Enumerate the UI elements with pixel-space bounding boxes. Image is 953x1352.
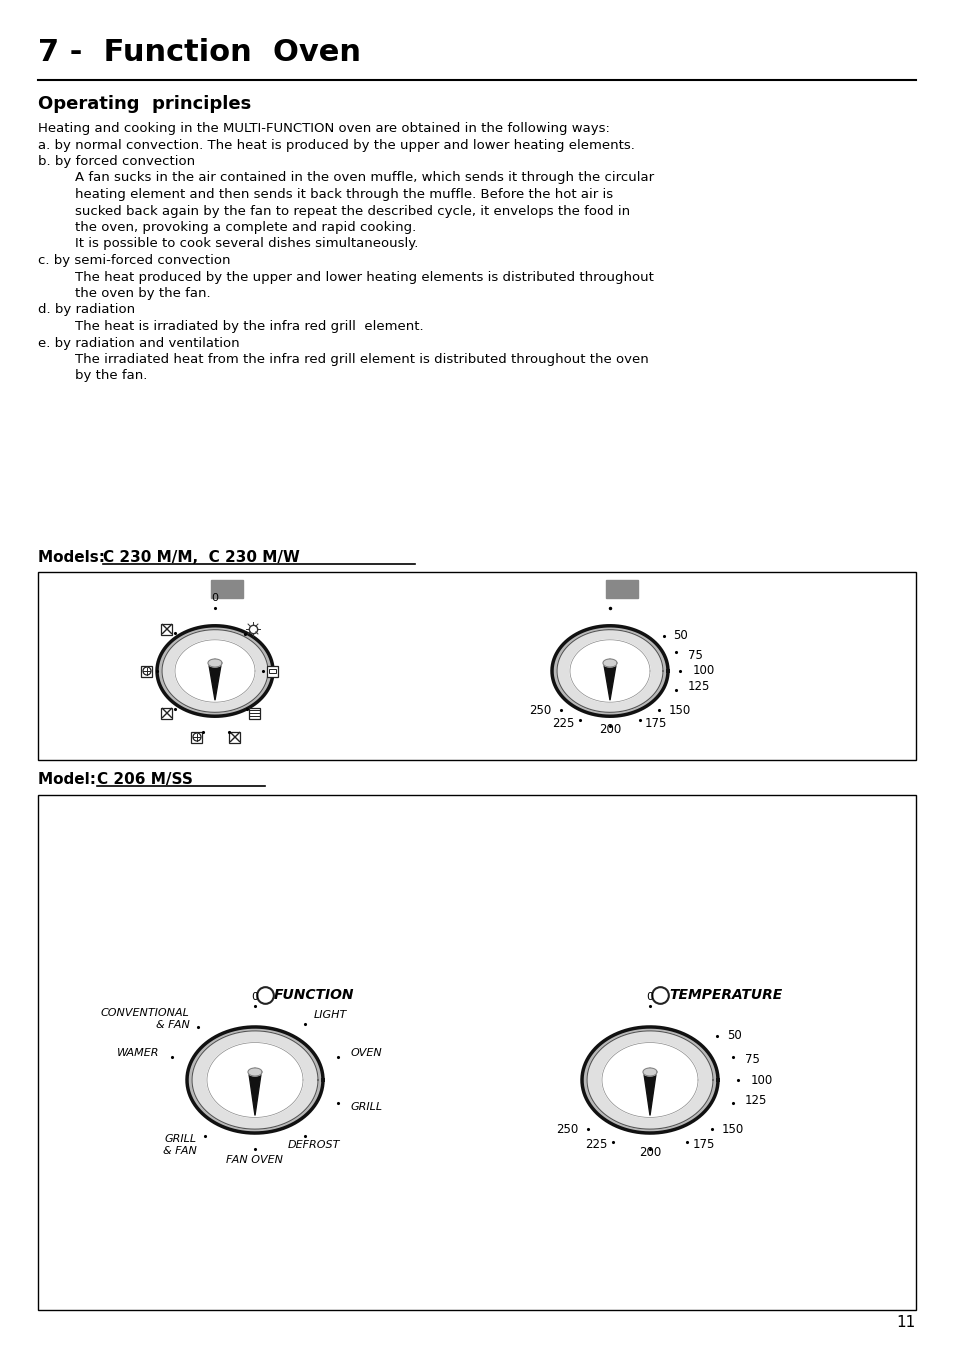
Text: 50: 50 [726, 1029, 741, 1042]
Text: by the fan.: by the fan. [75, 369, 147, 383]
Text: 250: 250 [556, 1122, 578, 1136]
Bar [38, 795, 915, 1310]
Polygon shape [603, 658, 616, 700]
Polygon shape [187, 1028, 323, 1133]
Polygon shape [642, 1068, 657, 1076]
Text: 225: 225 [584, 1138, 607, 1152]
Text: 50: 50 [673, 630, 688, 642]
Polygon shape [162, 630, 268, 713]
Text: 100: 100 [692, 664, 715, 677]
Text: 7 -  Function  Oven: 7 - Function Oven [38, 38, 360, 68]
Text: 0: 0 [646, 992, 653, 1002]
Polygon shape [601, 1042, 698, 1118]
Text: 125: 125 [744, 1094, 766, 1107]
Text: 11: 11 [896, 1315, 915, 1330]
Text: the oven by the fan.: the oven by the fan. [75, 287, 211, 300]
Text: Heating and cooking in the MULTI-FUNCTION oven are obtained in the following way: Heating and cooking in the MULTI-FUNCTIO… [38, 122, 609, 135]
Text: WAMER: WAMER [116, 1048, 159, 1057]
Polygon shape [174, 639, 254, 702]
Text: 225: 225 [552, 717, 575, 730]
Text: 100: 100 [750, 1073, 773, 1087]
Polygon shape [569, 639, 649, 702]
Polygon shape [209, 658, 221, 700]
Text: TEMPERATURE: TEMPERATURE [668, 988, 781, 1002]
Text: d. by radiation: d. by radiation [38, 303, 135, 316]
Text: GRILL: GRILL [351, 1102, 382, 1113]
Bar [230, 731, 240, 742]
Polygon shape [643, 1068, 656, 1115]
Text: 125: 125 [687, 680, 710, 694]
Text: 150: 150 [668, 704, 690, 717]
Text: 75: 75 [744, 1053, 759, 1067]
Text: 175: 175 [692, 1138, 715, 1152]
Polygon shape [157, 626, 273, 717]
Text: CONVENTIONAL
& FAN: CONVENTIONAL & FAN [100, 1009, 190, 1030]
Text: OVEN: OVEN [351, 1048, 382, 1057]
Text: b. by forced convection: b. by forced convection [38, 155, 195, 168]
Bar [161, 707, 172, 718]
Bar [161, 623, 172, 634]
Text: A fan sucks in the air contained in the oven muffle, which sends it through the : A fan sucks in the air contained in the … [75, 172, 654, 184]
Polygon shape [586, 1030, 712, 1129]
Bar [267, 665, 278, 676]
Polygon shape [602, 658, 617, 667]
Text: 250: 250 [529, 704, 551, 717]
Bar [269, 669, 276, 673]
Text: LIGHT: LIGHT [314, 1010, 346, 1019]
Text: The irradiated heat from the infra red grill element is distributed throughout t: The irradiated heat from the infra red g… [75, 353, 648, 366]
Text: 200: 200 [639, 1145, 660, 1159]
Polygon shape [207, 1042, 303, 1118]
Polygon shape [581, 1028, 718, 1133]
Bar [250, 707, 260, 718]
Text: e. by radiation and ventilation: e. by radiation and ventilation [38, 337, 239, 350]
Text: The heat is irradiated by the infra red grill  element.: The heat is irradiated by the infra red … [75, 320, 423, 333]
Bar [141, 665, 152, 676]
Bar [38, 572, 915, 760]
Bar [192, 731, 202, 742]
Polygon shape [552, 626, 667, 717]
Text: C 206 M/SS: C 206 M/SS [97, 772, 193, 787]
Text: a. by normal convection. The heat is produced by the upper and lower heating ele: a. by normal convection. The heat is pro… [38, 138, 634, 151]
Text: The heat produced by the upper and lower heating elements is distributed through: The heat produced by the upper and lower… [75, 270, 653, 284]
Text: It is possible to cook several dishes simultaneously.: It is possible to cook several dishes si… [75, 238, 418, 250]
Text: 75: 75 [687, 649, 702, 662]
Text: GRILL
& FAN: GRILL & FAN [162, 1134, 196, 1156]
Text: 200: 200 [598, 723, 620, 735]
Polygon shape [249, 1068, 261, 1115]
Text: Models:: Models: [38, 550, 111, 565]
Text: Model:: Model: [38, 772, 101, 787]
Polygon shape [208, 658, 222, 667]
Text: 175: 175 [644, 717, 667, 730]
Text: FUNCTION: FUNCTION [274, 988, 355, 1002]
Text: 150: 150 [720, 1122, 743, 1136]
Text: Operating  principles: Operating principles [38, 95, 251, 114]
Text: the oven, provoking a complete and rapid cooking.: the oven, provoking a complete and rapid… [75, 220, 416, 234]
Text: c. by semi-forced convection: c. by semi-forced convection [38, 254, 231, 266]
Bar [605, 580, 638, 598]
Text: heating element and then sends it back through the muffle. Before the hot air is: heating element and then sends it back t… [75, 188, 613, 201]
Polygon shape [192, 1030, 317, 1129]
Text: sucked back again by the fan to repeat the described cycle, it envelops the food: sucked back again by the fan to repeat t… [75, 204, 630, 218]
Bar [211, 580, 243, 598]
Text: FAN OVEN: FAN OVEN [226, 1155, 283, 1164]
Text: 0: 0 [212, 594, 218, 603]
Text: C 230 M/M,  C 230 M/W: C 230 M/M, C 230 M/W [103, 550, 299, 565]
Text: DEFROST: DEFROST [287, 1140, 339, 1151]
Polygon shape [248, 1068, 262, 1076]
Polygon shape [557, 630, 662, 713]
Text: 0: 0 [252, 992, 258, 1002]
